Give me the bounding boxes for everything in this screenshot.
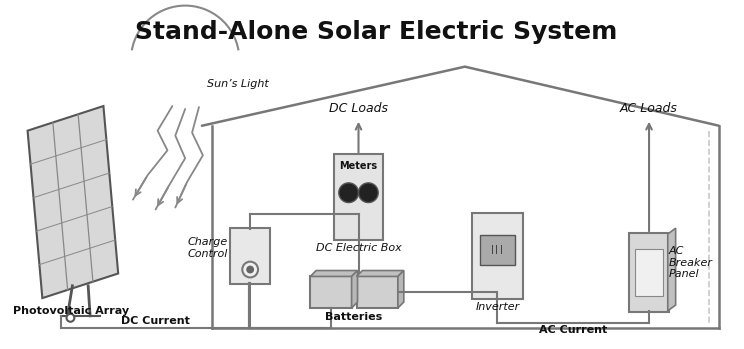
Text: Photovoltaic Array: Photovoltaic Array [13,306,129,316]
Text: AC Current: AC Current [539,325,607,335]
FancyBboxPatch shape [231,228,270,284]
FancyBboxPatch shape [334,154,383,240]
FancyBboxPatch shape [310,276,352,308]
FancyBboxPatch shape [356,276,398,308]
Polygon shape [310,270,358,276]
Circle shape [246,266,254,274]
Text: Charge
Control: Charge Control [187,237,228,259]
Polygon shape [398,270,404,308]
Circle shape [339,183,359,202]
Text: AC Loads: AC Loads [620,102,678,115]
Polygon shape [356,270,404,276]
Text: DC Loads: DC Loads [329,102,388,115]
Circle shape [243,262,258,277]
Polygon shape [668,228,676,311]
Circle shape [359,183,378,202]
Text: |||: ||| [490,245,505,254]
Text: Stand-Alone Solar Electric System: Stand-Alone Solar Electric System [135,20,618,44]
FancyBboxPatch shape [480,235,515,265]
Text: Meters: Meters [339,161,377,171]
Text: AC
Breaker
Panel: AC Breaker Panel [669,246,713,279]
FancyBboxPatch shape [635,249,663,296]
FancyBboxPatch shape [472,213,523,299]
Text: Sun’s Light: Sun’s Light [207,80,269,89]
Text: DC Electric Box: DC Electric Box [315,243,401,253]
Text: Batteries: Batteries [325,312,382,322]
Polygon shape [28,106,118,298]
Text: Inverter: Inverter [475,302,519,312]
Polygon shape [352,270,358,308]
FancyBboxPatch shape [629,233,669,312]
Text: DC Current: DC Current [121,316,190,326]
Circle shape [66,314,74,322]
